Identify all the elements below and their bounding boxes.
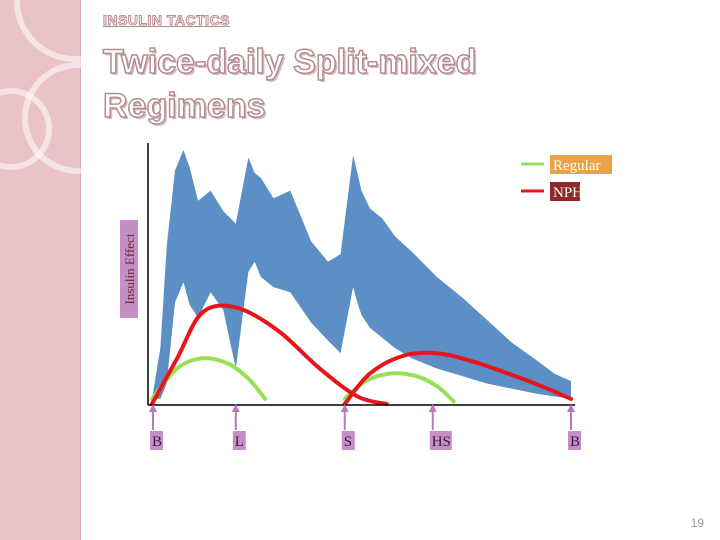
- meal-label-bg: [150, 431, 163, 450]
- legend-regular-bg: [550, 155, 612, 174]
- meal-label-bg: [341, 431, 355, 450]
- decorative-ring-3: [0, 88, 52, 170]
- meal-label: B: [570, 434, 580, 450]
- meal-markers: B L S HS B: [149, 404, 581, 450]
- legend-nph-bg: [550, 182, 580, 201]
- meal-marker-arrowhead: [340, 404, 349, 412]
- meal-marker-arrowhead: [149, 404, 157, 412]
- y-axis-label-group: Insulin Effect: [120, 220, 138, 318]
- series-nph-curve-4: [342, 350, 573, 406]
- legend-nph-label: NPH: [553, 185, 583, 201]
- slide-kicker: INSULIN TACTICS: [102, 12, 231, 29]
- meal-marker-arrowhead: [428, 404, 437, 412]
- meal-label: HS: [432, 434, 451, 450]
- glucose-band: [152, 150, 571, 399]
- legend: Regular NPH: [521, 155, 612, 201]
- series-regular-curve-1: [150, 356, 268, 401]
- page-number: 19: [690, 516, 704, 530]
- meal-label: S: [344, 434, 352, 450]
- legend-regular-label: Regular: [553, 158, 600, 174]
- slide-title: Twice-daily Split-mixed Regimens: [102, 42, 477, 126]
- series-nph-curve-3: [150, 303, 389, 406]
- series-layer: [150, 303, 573, 406]
- meal-label-bg: [232, 431, 246, 450]
- meal-label: L: [235, 434, 244, 450]
- meal-marker-arrowhead: [231, 404, 240, 412]
- meal-label-bg: [429, 431, 452, 450]
- meal-label: B: [152, 434, 162, 450]
- decorative-side-panel: [0, 0, 136, 540]
- meal-marker-arrowhead: [567, 404, 575, 412]
- meal-label-bg: [568, 431, 581, 450]
- y-axis-label: Insulin Effect: [122, 233, 137, 304]
